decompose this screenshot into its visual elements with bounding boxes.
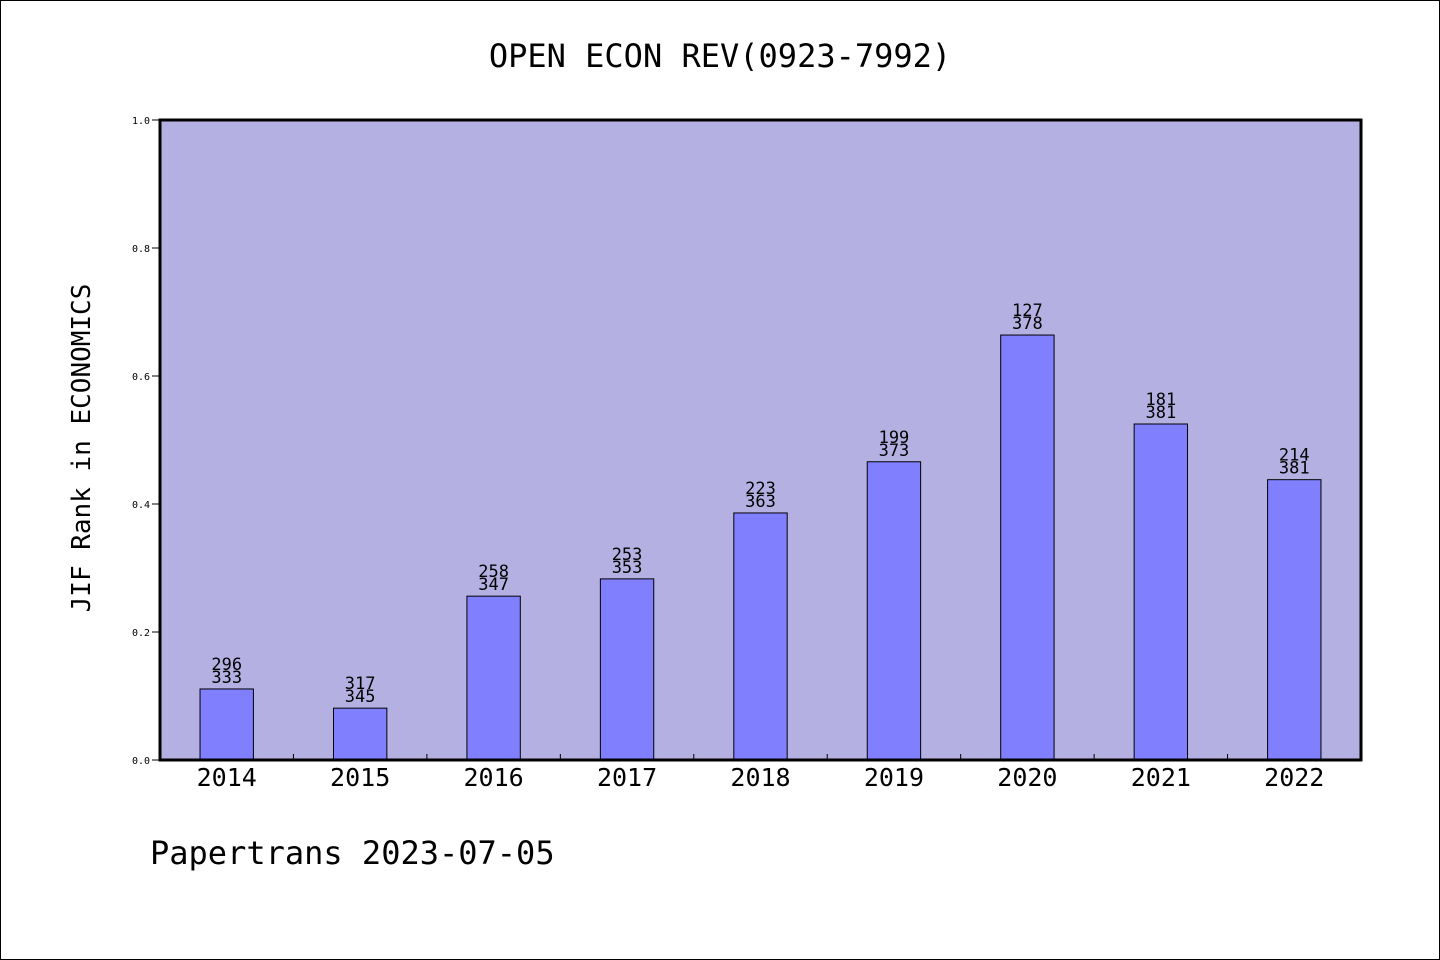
x-tick-label-2015: 2015 [330, 763, 390, 792]
bars-group [199, 334, 1322, 761]
bar-rank-label-2017: 253 [612, 545, 643, 565]
y-tick-label: 0.4 [132, 500, 150, 511]
footer-credit: Papertrans 2023-07-05 [150, 834, 555, 872]
bar-2020 [1000, 334, 1055, 761]
bar-total-label-2018: 363 [745, 492, 776, 512]
bar-total-label-2019: 373 [879, 441, 910, 461]
bar-2017 [599, 578, 655, 761]
bar-rank-label-2016: 258 [478, 562, 509, 582]
bar-2014 [199, 688, 254, 761]
y-axis-label: JIF Rank in ECONOMICS [67, 284, 97, 613]
bar-rank-label-2020: 127 [1012, 301, 1043, 321]
y-tick-label: 0.0 [132, 756, 150, 767]
x-tick-label-2017: 2017 [597, 763, 657, 792]
bar-2015 [332, 707, 388, 761]
bar-total-label-2017: 353 [612, 558, 643, 578]
bar-rank-label-2022: 214 [1279, 446, 1310, 466]
bar-2021 [1133, 423, 1189, 761]
x-tick-label-2014: 2014 [197, 763, 257, 792]
x-ticks-group: 2014 2015 2016 2017 2018 2019 2020 2021 2022 [197, 754, 1324, 792]
bar-2018 [733, 512, 788, 761]
chart-title: OPEN ECON REV(0923-7992) [489, 37, 951, 75]
bar-rank-label-2019: 199 [879, 428, 910, 448]
bar-rank-label-2014: 296 [211, 655, 242, 675]
x-tick-label-2018: 2018 [730, 763, 790, 792]
x-tick-label-2019: 2019 [864, 763, 924, 792]
y-tick-label: 0.6 [132, 372, 150, 383]
x-tick-label-2022: 2022 [1264, 763, 1324, 792]
bar-total-label-2020: 378 [1012, 314, 1043, 334]
bar-total-label-2015: 345 [345, 687, 376, 707]
bar-total-label-2014: 333 [211, 668, 242, 688]
x-tick-label-2020: 2020 [997, 763, 1057, 792]
bar-rank-label-2015: 317 [345, 674, 376, 694]
bar-total-label-2016: 347 [478, 575, 509, 595]
y-tick-label: 1.0 [132, 116, 150, 127]
bar-2022 [1267, 479, 1322, 761]
y-ticks-group: 0.0 0.2 0.4 0.6 0.8 1.0 [132, 116, 160, 767]
x-tick-label-2016: 2016 [464, 763, 524, 792]
y-tick-label: 0.2 [132, 628, 150, 639]
plot-border [158, 118, 1363, 762]
bar-rank-label-2021: 181 [1145, 390, 1176, 410]
bar-2019 [866, 461, 922, 761]
bar-total-label-2021: 381 [1145, 403, 1176, 423]
bar-total-label-2022: 381 [1279, 459, 1310, 479]
bar-rank-label-2018: 223 [745, 479, 776, 499]
x-tick-label-2021: 2021 [1131, 763, 1191, 792]
y-tick-label: 0.8 [132, 244, 150, 255]
bar-2016 [466, 595, 521, 761]
